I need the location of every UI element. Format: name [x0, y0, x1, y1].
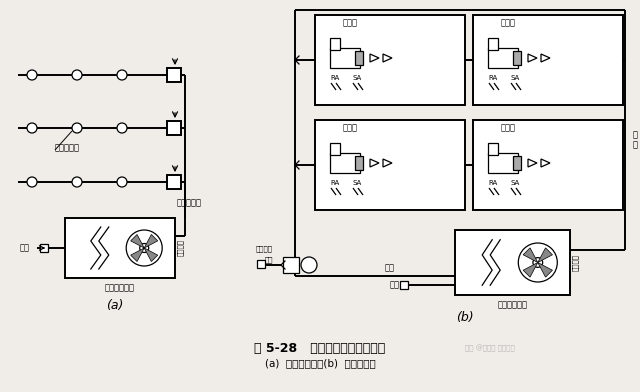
Text: 变频装置: 变频装置 — [256, 246, 273, 252]
Polygon shape — [538, 263, 552, 277]
Circle shape — [117, 177, 127, 187]
Bar — [167, 175, 181, 189]
Bar — [330, 48, 360, 68]
Circle shape — [117, 70, 127, 80]
Polygon shape — [523, 263, 538, 277]
Polygon shape — [144, 234, 157, 248]
Bar — [355, 156, 363, 170]
Polygon shape — [131, 248, 144, 261]
Circle shape — [72, 177, 82, 187]
Text: RA: RA — [330, 75, 340, 81]
Bar — [488, 153, 518, 173]
Bar — [65, 218, 175, 278]
Circle shape — [533, 258, 543, 267]
Bar — [257, 260, 265, 268]
Polygon shape — [144, 248, 157, 261]
Circle shape — [140, 243, 148, 252]
Bar — [315, 120, 465, 210]
Text: (a): (a) — [106, 298, 124, 312]
Circle shape — [27, 70, 37, 80]
Circle shape — [518, 243, 557, 282]
Text: 一次风空调箱: 一次风空调箱 — [105, 283, 135, 292]
Text: 诱导器: 诱导器 — [342, 123, 358, 132]
Bar — [400, 281, 408, 289]
Circle shape — [301, 257, 317, 273]
Bar — [167, 68, 181, 82]
Text: 知乎 @暖通设 暖通老师: 知乎 @暖通设 暖通老师 — [465, 344, 515, 352]
Bar — [513, 51, 521, 65]
Polygon shape — [131, 234, 144, 248]
Bar — [513, 156, 521, 170]
Circle shape — [27, 177, 37, 187]
Bar — [330, 38, 340, 50]
Text: SA: SA — [510, 75, 520, 81]
Text: SA: SA — [353, 180, 362, 186]
Bar — [330, 153, 360, 173]
Bar — [488, 38, 498, 50]
Bar — [330, 143, 340, 155]
Text: 区
域: 区 域 — [632, 130, 637, 150]
Text: 排风: 排风 — [264, 257, 273, 263]
Bar — [40, 244, 48, 252]
Text: RA: RA — [488, 180, 498, 186]
Text: 回风: 回风 — [385, 263, 395, 272]
Polygon shape — [538, 248, 552, 263]
Text: 诱导器: 诱导器 — [342, 18, 358, 27]
Polygon shape — [523, 248, 538, 263]
Text: 新风: 新风 — [20, 243, 30, 252]
Bar — [283, 257, 299, 273]
Bar — [488, 48, 518, 68]
Text: 变频装置: 变频装置 — [177, 240, 184, 256]
Bar — [473, 120, 623, 210]
Circle shape — [126, 230, 162, 266]
Bar — [488, 143, 498, 155]
Bar — [455, 230, 570, 295]
Circle shape — [72, 123, 82, 133]
Bar — [355, 51, 363, 65]
Bar — [473, 15, 623, 105]
Text: SA: SA — [510, 180, 520, 186]
Text: 一次风空调箱: 一次风空调箱 — [497, 300, 527, 309]
Text: 新风: 新风 — [390, 281, 400, 290]
Circle shape — [27, 123, 37, 133]
Text: 室内送风口: 室内送风口 — [55, 143, 80, 152]
Text: 诱导型末端: 诱导型末端 — [177, 198, 202, 207]
Text: 诱导器: 诱导器 — [500, 18, 515, 27]
Circle shape — [72, 70, 82, 80]
Text: 变频装置: 变频装置 — [572, 254, 579, 271]
Text: RA: RA — [330, 180, 340, 186]
Bar — [315, 15, 465, 105]
Text: RA: RA — [488, 75, 498, 81]
Text: 图 5-28   诱导型变风量空调系统: 图 5-28 诱导型变风量空调系统 — [254, 341, 386, 354]
Text: (b): (b) — [456, 312, 474, 325]
Text: 诱导器: 诱导器 — [500, 123, 515, 132]
Circle shape — [117, 123, 127, 133]
Text: (a)  直流式系统；(b)  回风式系统: (a) 直流式系统；(b) 回风式系统 — [264, 358, 376, 368]
Bar — [167, 121, 181, 135]
Text: SA: SA — [353, 75, 362, 81]
